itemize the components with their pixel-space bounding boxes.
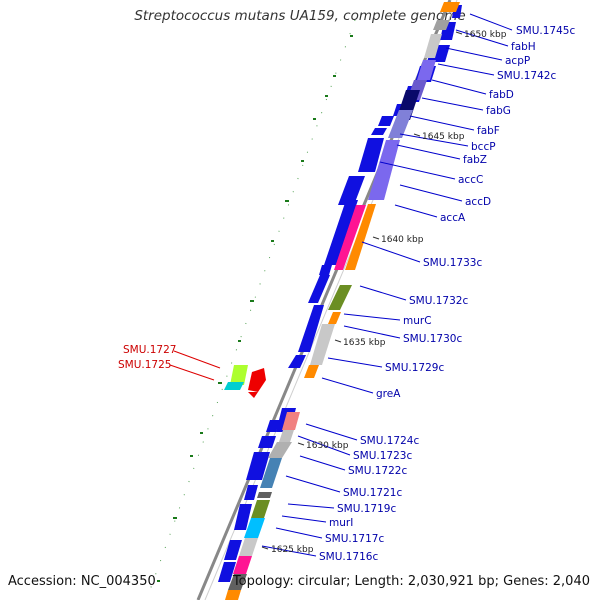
kbp-label: 1630 kbp [306,441,349,451]
topology-text: Topology: circular; Length: 2,030,921 bp… [232,574,590,589]
gene-label: SMU.1730c [403,333,462,345]
gene-label: fabZ [463,154,487,166]
label-leaders-red [169,350,221,381]
gene-label: SMU.1717c [325,533,384,545]
gene-label: murI [329,517,353,529]
gene-label: bccP [471,141,496,153]
gene-label: SMU.1721c [343,487,402,499]
gene-label: SMU.1729c [385,362,444,374]
gene-label: accD [465,196,491,208]
genome-title: Streptococcus mutans UA159, complete gen… [134,8,466,24]
gene-label: SMU.1742c [497,70,556,82]
gene-track-colored [225,2,460,600]
gene-label: acpP [505,55,530,67]
gene-label: SMU.1719c [337,503,396,515]
label-leaders [261,13,513,557]
gene-track-forward [224,365,266,398]
gene-label: SMU.1745c [516,25,575,37]
gc-trace [157,35,353,582]
kbp-label: 1625 kbp [271,545,314,555]
gene-label: SMU.1716c [319,551,378,563]
gene-label: greA [376,388,401,400]
gene-label-red: SMU.1725 [118,359,171,371]
gene-label: accA [440,212,466,224]
gene-label: accC [458,174,483,186]
kbp-ticks [261,31,463,550]
accession-text: Accession: NC_004350 [8,574,156,589]
gene-label: fabG [486,105,511,117]
kbp-label: 1635 kbp [343,338,386,348]
gene-label: SMU.1723c [353,450,412,462]
gene-label: SMU.1724c [360,435,419,447]
kbp-label: 1650 kbp [464,30,507,40]
gene-label: fabD [489,89,514,101]
gene-label: SMU.1733c [423,257,482,269]
gene-label: murC [403,315,432,327]
gene-label: fabH [511,41,536,53]
kbp-label: 1645 kbp [422,132,465,142]
gene-label: SMU.1732c [409,295,468,307]
gene-label: SMU.1722c [348,465,407,477]
kbp-label: 1640 kbp [381,235,424,245]
gene-label-red: SMU.1727 [123,344,176,356]
gene-label: fabF [477,125,500,137]
